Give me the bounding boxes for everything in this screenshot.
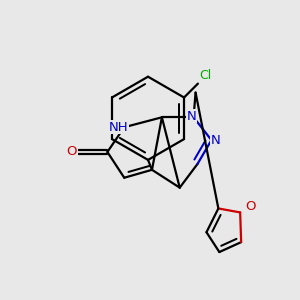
Text: NH: NH <box>109 121 128 134</box>
Text: Cl: Cl <box>200 69 212 82</box>
Text: O: O <box>245 200 255 213</box>
Text: N: N <box>187 110 196 123</box>
Text: N: N <box>211 134 220 147</box>
Text: O: O <box>67 146 77 158</box>
